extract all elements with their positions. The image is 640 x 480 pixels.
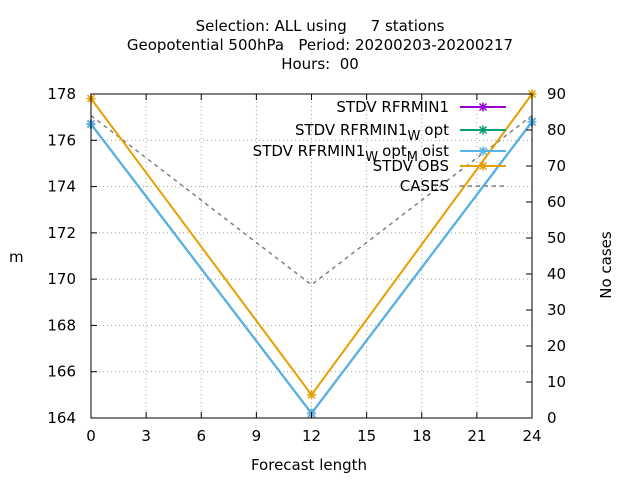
chart-title-line-2: Geopotential 500hPa Period: 20200203-202… <box>126 36 514 54</box>
x-tick-label: 3 <box>141 427 151 445</box>
legend-label-part: oist <box>422 142 449 160</box>
legend-label-part: opt <box>382 142 407 160</box>
legend-label-part: STDV RFRMIN1 <box>336 98 449 116</box>
y-tick-label: 178 <box>47 85 76 103</box>
y-tick-label: 168 <box>47 316 76 334</box>
legend-label-part: CASES <box>400 177 449 195</box>
legend-label-part: W <box>408 129 421 144</box>
x-tick-label: 24 <box>522 427 541 445</box>
legend-sample-marker <box>478 146 488 156</box>
legend-entry-0: STDV RFRMIN1 <box>336 98 506 116</box>
y-tick-label: 166 <box>47 363 76 381</box>
x-tick-label: 6 <box>196 427 206 445</box>
legend-label-part: M <box>407 150 418 165</box>
series-point-3 <box>307 390 316 400</box>
grid-lines <box>91 94 532 418</box>
y2-tick-label: 70 <box>547 157 566 175</box>
chart-title-line-1: Selection: ALL using 7 stations <box>195 17 445 35</box>
y-tick-label: 170 <box>47 270 76 288</box>
legend-label-part: STDV OBS <box>373 157 449 175</box>
legend-sample-marker <box>478 161 488 171</box>
legend-label: CASES <box>400 177 449 195</box>
y2-tick-label: 30 <box>547 301 566 319</box>
legend-label-part: STDV RFRMIN1 <box>295 121 408 139</box>
chart-title-line-3: Hours: 00 <box>281 55 359 73</box>
y-axis-title: m <box>9 248 24 266</box>
legend-label: STDV RFRMIN1W optM oist <box>253 142 449 165</box>
y2-tick-label: 60 <box>547 193 566 211</box>
y2-axis-title: No cases <box>597 231 615 299</box>
legend-entry-4: CASES <box>400 177 506 195</box>
legend-sample-marker <box>478 125 488 135</box>
x-tick-label: 12 <box>302 427 321 445</box>
legend-label: STDV RFRMIN1 <box>336 98 449 116</box>
legend-label-part: W <box>365 150 378 165</box>
x-tick-label: 0 <box>86 427 96 445</box>
series-line-4 <box>90 115 533 286</box>
y2-tick-label: 90 <box>547 85 566 103</box>
x-axis-title: Forecast length <box>250 456 368 474</box>
axis-ticks: 0 3 6 9 12 15 18 21 24 164 166 168 170 172 174 176 178 0 1… <box>47 85 566 445</box>
x-tick-label: 18 <box>412 427 431 445</box>
y2-tick-label: 10 <box>547 373 566 391</box>
y2-tick-label: 0 <box>547 409 557 427</box>
y2-tick-label: 40 <box>547 265 566 283</box>
y2-tick-label: 80 <box>547 121 566 139</box>
y-tick-label: 164 <box>47 409 76 427</box>
legend-label: STDV RFRMIN1W opt <box>295 121 449 144</box>
y-tick-label: 174 <box>47 178 76 196</box>
legend-label: STDV OBS <box>373 157 449 175</box>
x-tick-label: 9 <box>252 427 262 445</box>
legend-label-part: STDV RFRMIN1 <box>253 142 366 160</box>
x-tick-label: 15 <box>357 427 376 445</box>
legend-entry-2: STDV RFRMIN1W optM oist <box>253 142 506 165</box>
legend-entry-1: STDV RFRMIN1W opt <box>295 121 506 144</box>
series-line-3 <box>90 93 533 397</box>
y2-tick-label: 20 <box>547 337 566 355</box>
y-tick-label: 172 <box>47 224 76 242</box>
y2-tick-label: 50 <box>547 229 566 247</box>
legend-sample-marker <box>478 102 488 112</box>
legend-label-part: opt <box>424 121 449 139</box>
legend-entry-3: STDV OBS <box>373 157 506 175</box>
x-tick-label: 21 <box>467 427 486 445</box>
y-tick-label: 176 <box>47 131 76 149</box>
